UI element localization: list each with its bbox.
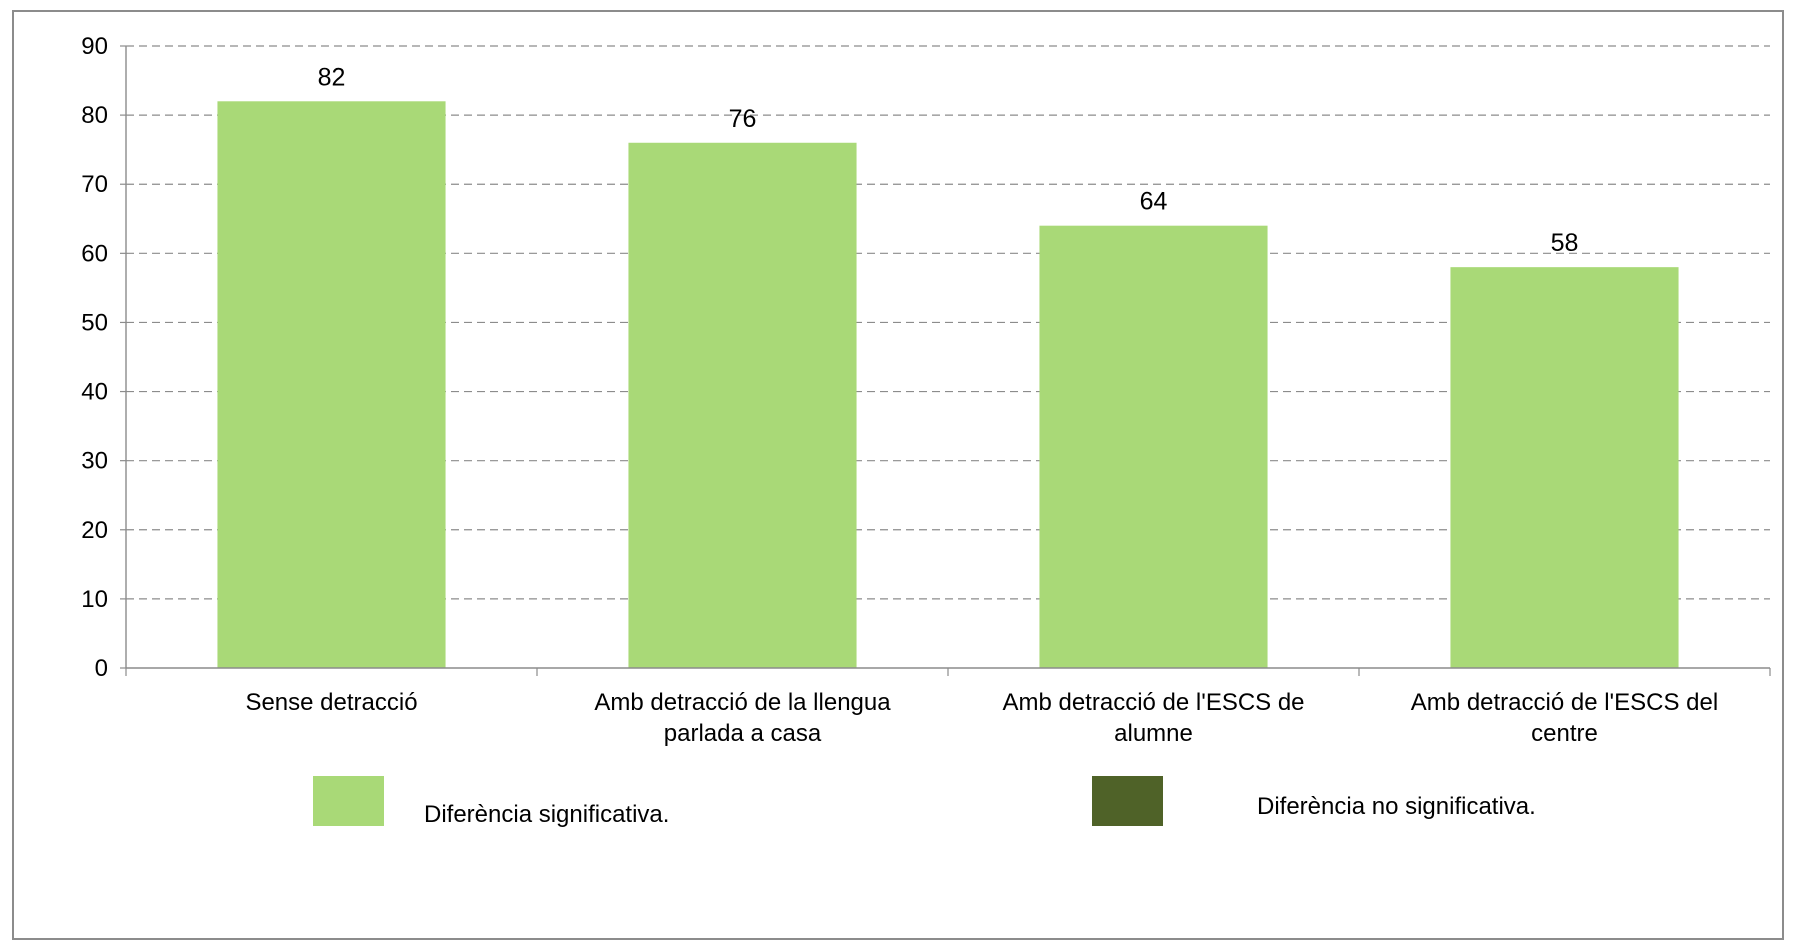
category-label-line: Amb detracció de l'ESCS de xyxy=(1002,689,1304,716)
data-label: 58 xyxy=(1551,229,1579,257)
category-label: Sense detracció xyxy=(245,689,417,716)
y-tick-label: 0 xyxy=(95,655,108,682)
y-tick-label: 20 xyxy=(81,517,108,544)
category-label-line: parlada a casa xyxy=(664,720,822,747)
y-tick-label: 50 xyxy=(81,309,108,336)
category-label-line: Amb detracció de l'ESCS del xyxy=(1411,689,1718,716)
bar xyxy=(1039,225,1268,668)
y-axis-tick-labels: 0 10 20 30 40 50 60 70 80 90 xyxy=(81,33,108,682)
category-label-line: Sense detracció xyxy=(245,689,417,716)
bar xyxy=(628,142,857,668)
category-label-line: Amb detracció de la llengua xyxy=(594,689,891,716)
y-tick-label: 70 xyxy=(81,171,108,198)
y-tick-label: 80 xyxy=(81,102,108,129)
legend-swatch xyxy=(313,776,384,826)
legend-label: Diferència significativa. xyxy=(424,801,669,828)
category-label-line: centre xyxy=(1531,720,1598,747)
data-labels: 82 76 64 58 xyxy=(318,63,1579,257)
category-label: Amb detracció de l'ESCS del centre xyxy=(1411,689,1718,747)
y-tick-label: 40 xyxy=(81,379,108,406)
data-label: 64 xyxy=(1140,188,1168,216)
y-tick-label: 10 xyxy=(81,586,108,613)
bars xyxy=(217,101,1679,669)
bar xyxy=(1450,267,1679,668)
axes xyxy=(120,45,1771,676)
category-label: Amb detracció de l'ESCS de alumne xyxy=(1002,689,1304,747)
y-tick-label: 90 xyxy=(81,33,108,60)
data-label: 76 xyxy=(729,105,757,133)
y-tick-label: 30 xyxy=(81,448,108,475)
data-label: 82 xyxy=(318,63,346,91)
legend-label: Diferència no significativa. xyxy=(1257,793,1536,820)
y-tick-label: 60 xyxy=(81,240,108,267)
category-label: Amb detracció de la llengua parlada a cas… xyxy=(594,689,891,747)
bar xyxy=(217,101,446,669)
legend: Diferència significativa. Diferència no s… xyxy=(313,776,1536,828)
category-label-line: alumne xyxy=(1114,720,1193,747)
legend-swatch xyxy=(1092,776,1163,826)
x-axis-category-labels: Sense detracció Amb detracció de la lleng… xyxy=(245,689,1718,747)
